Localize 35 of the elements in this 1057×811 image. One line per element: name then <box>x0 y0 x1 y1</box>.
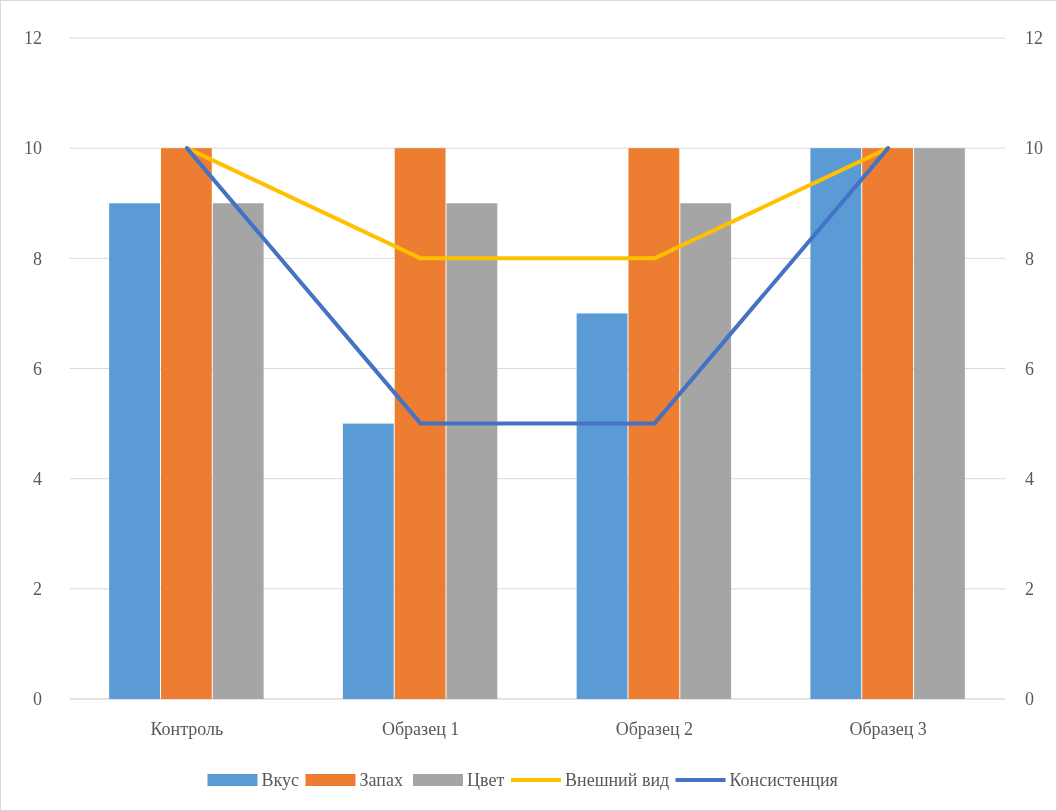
x-tick-label: Образец 2 <box>615 719 694 739</box>
legend-label: Внешний вид <box>565 770 670 791</box>
y2-tick-label: 6 <box>1025 358 1034 379</box>
y-tick-label: 6 <box>33 358 42 379</box>
bar <box>160 148 212 699</box>
y-tick-label: 2 <box>33 579 42 600</box>
bar <box>914 148 965 699</box>
y2-tick-label: 10 <box>1025 138 1043 159</box>
bar <box>810 148 862 699</box>
bar <box>862 148 914 699</box>
bar <box>212 203 264 699</box>
y-tick-label: 0 <box>33 689 42 710</box>
x-tick-label: Образец 3 <box>849 719 927 739</box>
legend-label: Цвет <box>467 770 505 791</box>
y2-tick-label: 4 <box>1025 468 1034 489</box>
y2-tick-label: 8 <box>1025 248 1034 269</box>
legend-label: Запах <box>359 770 403 791</box>
bar <box>342 423 394 699</box>
x-tick-label: Образец 1 <box>381 719 460 739</box>
bar <box>446 203 498 699</box>
bar <box>628 148 680 699</box>
y-tick-label: 4 <box>33 468 42 489</box>
y2-tick-label: 12 <box>1025 28 1043 49</box>
legend-label: Консистенция <box>729 770 838 791</box>
bar <box>680 203 732 699</box>
bar <box>109 203 160 699</box>
bar <box>394 148 446 699</box>
y-tick-label: 10 <box>24 138 42 159</box>
y-tick-label: 8 <box>33 248 42 269</box>
bar <box>576 313 628 699</box>
legend-label: Вкус <box>261 770 299 791</box>
y2-tick-label: 2 <box>1025 579 1034 600</box>
y-tick-label: 12 <box>24 28 42 49</box>
y2-tick-label: 0 <box>1025 689 1034 710</box>
x-tick-label: Контроль <box>150 719 224 739</box>
